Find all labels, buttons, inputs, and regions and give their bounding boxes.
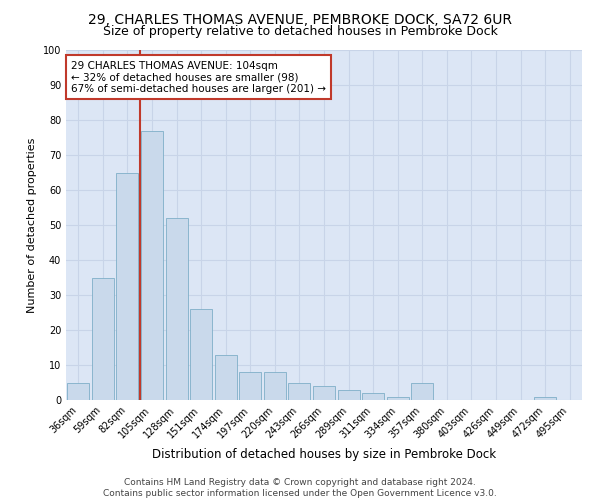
Text: Size of property relative to detached houses in Pembroke Dock: Size of property relative to detached ho… xyxy=(103,25,497,38)
X-axis label: Distribution of detached houses by size in Pembroke Dock: Distribution of detached houses by size … xyxy=(152,448,496,461)
Bar xyxy=(92,278,114,400)
Bar xyxy=(289,382,310,400)
Bar xyxy=(338,390,359,400)
Bar xyxy=(411,382,433,400)
Bar xyxy=(166,218,188,400)
Bar xyxy=(67,382,89,400)
Bar xyxy=(264,372,286,400)
Text: Contains HM Land Registry data © Crown copyright and database right 2024.
Contai: Contains HM Land Registry data © Crown c… xyxy=(103,478,497,498)
Bar xyxy=(313,386,335,400)
Bar xyxy=(534,396,556,400)
Bar xyxy=(386,396,409,400)
Text: 29 CHARLES THOMAS AVENUE: 104sqm
← 32% of detached houses are smaller (98)
67% o: 29 CHARLES THOMAS AVENUE: 104sqm ← 32% o… xyxy=(71,60,326,94)
Bar xyxy=(362,393,384,400)
Bar xyxy=(215,354,237,400)
Y-axis label: Number of detached properties: Number of detached properties xyxy=(27,138,37,312)
Text: 29, CHARLES THOMAS AVENUE, PEMBROKE DOCK, SA72 6UR: 29, CHARLES THOMAS AVENUE, PEMBROKE DOCK… xyxy=(88,12,512,26)
Bar xyxy=(190,309,212,400)
Bar xyxy=(239,372,262,400)
Bar xyxy=(141,130,163,400)
Bar xyxy=(116,172,139,400)
